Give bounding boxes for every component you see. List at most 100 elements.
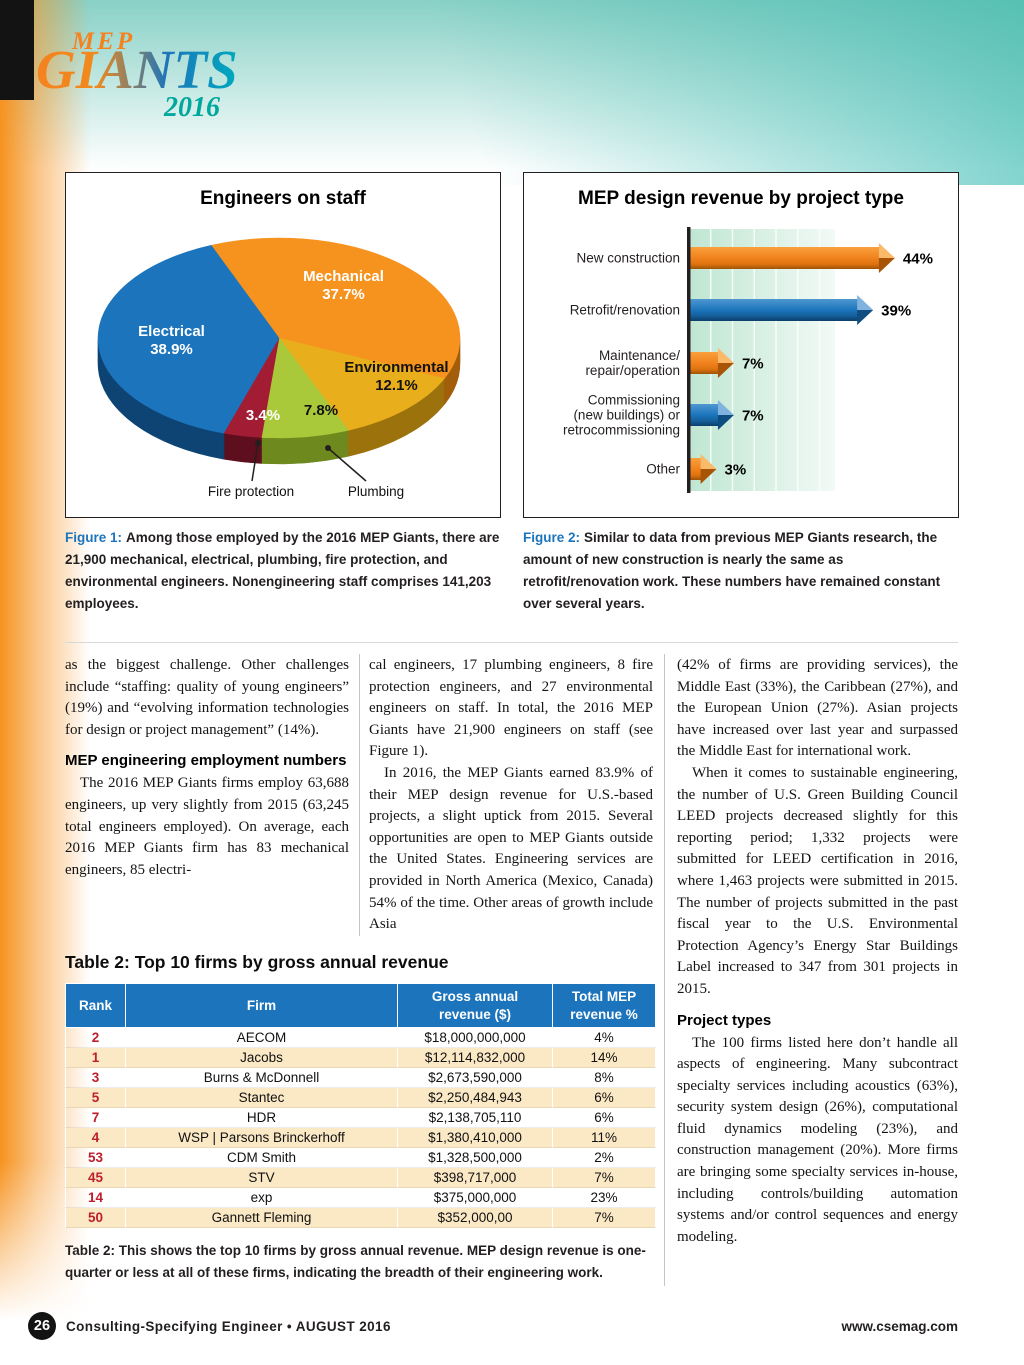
table-row: 53 CDM Smith $1,328,500,000 2% — [65, 1147, 656, 1169]
mep-percent-cell: 23% — [552, 1187, 656, 1209]
rank-cell: 50 — [65, 1207, 126, 1229]
firm-cell: WSP | Parsons Brinckerhoff — [125, 1127, 398, 1149]
pie-label-plumbing-pct: 7.8% — [303, 402, 339, 419]
table-row: 7 HDR $2,138,705,110 6% — [65, 1107, 656, 1129]
svg-text:7%: 7% — [742, 408, 764, 425]
mep-percent-cell: 8% — [552, 1067, 656, 1089]
rank-cell: 45 — [65, 1167, 126, 1189]
svg-text:44%: 44% — [903, 251, 933, 268]
figure-1-caption: Figure 1: Among those employed by the 201… — [65, 527, 501, 615]
article-paragraph: When it comes to sustainable engineering… — [677, 764, 958, 997]
revenue-cell: $1,380,410,000 — [397, 1127, 553, 1149]
logo-giants-text: GIANTS — [36, 39, 238, 100]
footer-publication: Consulting-Specifying Engineer • AUGUST … — [66, 1319, 391, 1334]
article-paragraph: The 2016 MEP Giants firms employ 63,688 … — [65, 775, 349, 878]
svg-text:7%: 7% — [742, 356, 764, 373]
top-teal-gradient — [0, 0, 1024, 185]
article-column-1: as the biggest challenge. Other challeng… — [65, 655, 349, 881]
figure-1-title: Engineers on staff — [200, 188, 366, 209]
logo-mep-text: MEP — [72, 28, 135, 56]
bar-chart: 44% New construction 39% Retrofit/renovatio… — [563, 227, 933, 493]
svg-text:3%: 3% — [725, 462, 747, 479]
figure-1-caption-text: Among those employed by the 2016 MEP Gia… — [65, 530, 500, 611]
article-column-2: cal engineers, 17 plumbing engineers, 8 … — [369, 655, 653, 936]
mep-percent-cell: 2% — [552, 1147, 656, 1169]
rank-cell: 4 — [65, 1127, 126, 1149]
article-paragraph: In 2016, the MEP Giants earned 83.9% of … — [369, 764, 653, 933]
revenue-cell: $2,138,705,110 — [397, 1107, 553, 1129]
revenue-cell: $375,000,000 — [397, 1187, 553, 1209]
svg-text:39%: 39% — [881, 303, 911, 320]
revenue-cell: $12,114,832,000 — [397, 1047, 553, 1069]
svg-text:Commissioning: Commissioning — [588, 393, 680, 408]
rank-cell: 7 — [65, 1107, 126, 1129]
pie-label-electrical: Electrical 38.9% — [138, 323, 205, 358]
mep-giants-logo: MEP GIANTS 2016 — [36, 26, 276, 136]
mep-percent-cell: 4% — [552, 1027, 656, 1049]
table-header-cell: Total MEP revenue % — [552, 982, 656, 1029]
firm-cell: Burns & McDonnell — [125, 1067, 398, 1089]
figure-2-bar-chart: MEP design revenue by project type 44% Ne… — [523, 172, 959, 518]
mep-percent-cell: 11% — [552, 1127, 656, 1149]
figure-1-caption-lead: Figure 1: — [65, 530, 123, 545]
table-header-cell: Firm — [125, 982, 398, 1029]
figure-2-caption: Figure 2: Similar to data from previous M… — [523, 527, 959, 615]
pie-chart — [97, 237, 461, 482]
svg-text:repair/operation: repair/operation — [585, 363, 680, 378]
figure-2-title: MEP design revenue by project type — [578, 188, 904, 209]
page-number-badge: 26 — [28, 1312, 56, 1340]
firm-cell: Stantec — [125, 1087, 398, 1109]
table-row: 14 exp $375,000,000 23% — [65, 1187, 656, 1209]
figure-2-caption-lead: Figure 2: — [523, 530, 581, 545]
revenue-cell: $1,328,500,000 — [397, 1147, 553, 1169]
table-2-block: Table 2: Top 10 firms by gross annual re… — [65, 952, 656, 1284]
article-heading: MEP engineering employment numbers — [65, 752, 347, 770]
column-rule-2 — [664, 654, 665, 1286]
svg-text:Maintenance/: Maintenance/ — [599, 348, 680, 363]
firm-cell: Gannett Fleming — [125, 1207, 398, 1229]
revenue-cell: $2,250,484,943 — [397, 1087, 553, 1109]
horizontal-rule — [65, 642, 958, 643]
revenue-cell: $352,000,00 — [397, 1207, 553, 1229]
mep-percent-cell: 7% — [552, 1207, 656, 1229]
firm-cell: STV — [125, 1167, 398, 1189]
table-row: 4 WSP | Parsons Brinckerhoff $1,380,410,00… — [65, 1127, 656, 1149]
logo-year-text: 2016 — [164, 92, 220, 123]
table-row: 45 STV $398,717,000 7% — [65, 1167, 656, 1189]
rank-cell: 53 — [65, 1147, 126, 1169]
table-row: 50 Gannett Fleming $352,000,00 7% — [65, 1207, 656, 1229]
pie-label-mechanical: Mechanical 37.7% — [303, 268, 384, 303]
column-rule-1 — [359, 654, 360, 936]
rank-cell: 14 — [65, 1187, 126, 1209]
corner-black-mark — [0, 0, 34, 100]
article-paragraph: (42% of firms are providing services), t… — [677, 657, 958, 760]
rank-cell: 2 — [65, 1027, 126, 1049]
firm-cell: CDM Smith — [125, 1147, 398, 1169]
pie-label-environmental: Environmental 12.1% — [344, 359, 449, 394]
svg-text:Retrofit/renovation: Retrofit/renovation — [570, 303, 680, 318]
top-10-firms-table: Rank Firm Gross annual revenue ($) Total MEP… — [65, 982, 656, 1229]
article-paragraph: The 100 firms listed here don’t handle a… — [677, 1034, 958, 1245]
table-header-cell: Rank — [65, 982, 126, 1029]
mep-percent-cell: 6% — [552, 1107, 656, 1129]
figure-2-caption-text: Similar to data from previous MEP Giants… — [523, 530, 941, 611]
rank-cell: 1 — [65, 1047, 126, 1069]
footer-website: www.csemag.com — [841, 1319, 958, 1334]
table-header-cell: Gross annual revenue ($) — [397, 982, 553, 1029]
article-paragraph: cal engineers, 17 plumbing engineers, 8 … — [369, 657, 653, 760]
mep-percent-cell: 7% — [552, 1167, 656, 1189]
firm-cell: exp — [125, 1187, 398, 1209]
firm-cell: HDR — [125, 1107, 398, 1129]
article-heading: Project types — [677, 1011, 772, 1029]
firm-cell: Jacobs — [125, 1047, 398, 1069]
rank-cell: 5 — [65, 1087, 126, 1109]
table-2-title: Table 2: Top 10 firms by gross annual re… — [65, 952, 449, 972]
firm-cell: AECOM — [125, 1027, 398, 1049]
revenue-cell: $398,717,000 — [397, 1167, 553, 1189]
table-header-row: Rank Firm Gross annual revenue ($) Total MEP… — [65, 982, 656, 1029]
revenue-cell: $2,673,590,000 — [397, 1067, 553, 1089]
table-row: 1 Jacobs $12,114,832,000 14% — [65, 1047, 656, 1069]
table-2-caption: Table 2: This shows the top 10 firms by … — [65, 1243, 646, 1281]
revenue-cell: $18,000,000,000 — [397, 1027, 553, 1049]
